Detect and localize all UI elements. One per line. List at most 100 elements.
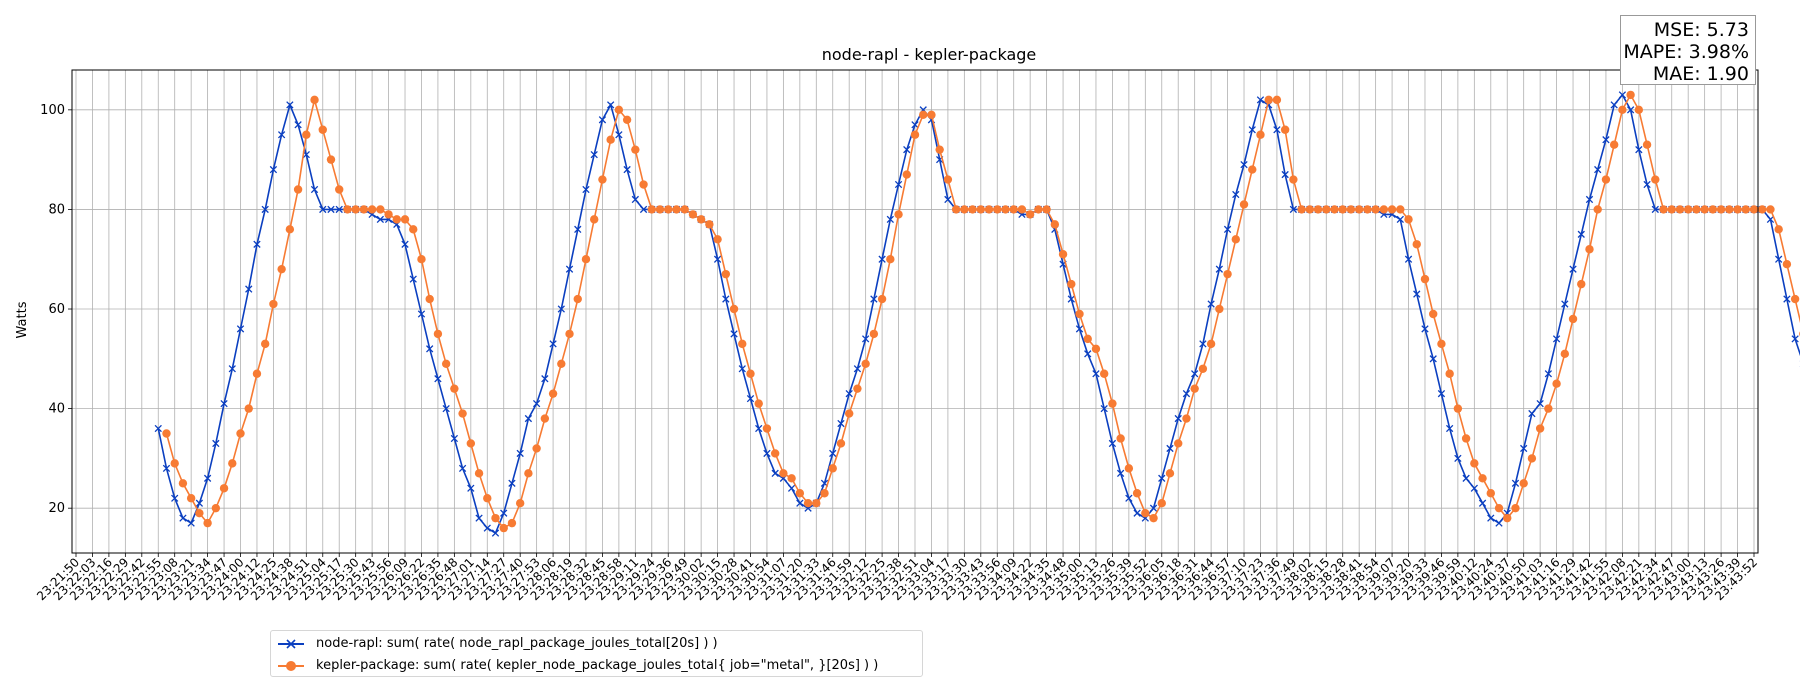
data-point — [861, 359, 870, 368]
y-axis-label: Watts — [15, 301, 30, 338]
data-point — [1239, 200, 1249, 209]
data-point — [763, 449, 771, 458]
data-point — [1083, 334, 1092, 344]
data-point — [1700, 205, 1709, 214]
data-point — [738, 365, 746, 373]
data-point — [1470, 459, 1479, 468]
data-point — [943, 175, 953, 184]
data-point — [417, 310, 426, 318]
data-point — [746, 394, 755, 403]
legend-entry-kepler-package: kepler-package: sum( rate( kepler_node_p… — [271, 655, 922, 677]
data-point — [1223, 269, 1232, 279]
data-point — [401, 240, 409, 248]
data-point — [1437, 390, 1446, 398]
data-point — [1527, 454, 1537, 463]
data-point — [500, 509, 508, 517]
data-point — [1643, 180, 1651, 189]
data-point — [269, 165, 278, 174]
data-point — [1783, 295, 1791, 303]
data-point — [1775, 255, 1783, 263]
data-point — [540, 414, 550, 423]
data-point — [1487, 514, 1495, 522]
data-point — [606, 101, 615, 109]
chart-title: node-rapl - kepler-package — [822, 45, 1037, 64]
data-point — [614, 105, 624, 115]
data-point — [319, 205, 327, 214]
data-point — [655, 205, 665, 214]
data-point — [1782, 259, 1792, 269]
data-point — [475, 514, 483, 522]
data-point — [1075, 325, 1084, 333]
data-point — [795, 489, 805, 498]
data-point — [285, 225, 295, 234]
data-point — [582, 185, 590, 194]
x-axis: 23:21:5023:22:0323:22:1623:22:2923:22:42… — [34, 553, 1760, 603]
mape-text: MAPE: 3.98% — [1623, 41, 1749, 63]
data-point — [631, 195, 639, 204]
data-point — [343, 205, 352, 214]
data-point — [1363, 205, 1372, 214]
data-point — [903, 146, 911, 154]
data-point — [1569, 265, 1577, 273]
data-point — [828, 464, 837, 473]
data-point — [1618, 91, 1627, 99]
circle-marker-icon — [278, 661, 304, 671]
data-point — [935, 145, 944, 154]
data-point — [1191, 370, 1199, 378]
data-point — [1494, 503, 1504, 513]
data-point — [639, 205, 648, 214]
data-point — [219, 484, 229, 493]
data-point — [1520, 444, 1528, 453]
data-point — [1503, 513, 1512, 523]
data-point — [359, 205, 369, 214]
data-point — [1050, 220, 1060, 229]
mse-text: MSE: 5.73 — [1653, 19, 1749, 41]
data-point — [154, 424, 162, 433]
data-point — [631, 145, 640, 154]
data-point — [253, 240, 261, 248]
data-point — [894, 180, 903, 189]
data-point — [1108, 399, 1117, 408]
data-point — [400, 215, 410, 224]
data-point — [1404, 255, 1413, 263]
data-point — [491, 513, 500, 523]
data-point — [474, 469, 484, 478]
data-point — [1708, 205, 1718, 214]
series-node-rapl — [154, 91, 1800, 537]
data-point — [771, 469, 779, 477]
data-point — [244, 404, 253, 413]
data-point — [261, 205, 269, 214]
data-point — [318, 125, 327, 134]
data-point — [1601, 175, 1611, 184]
data-point — [376, 215, 385, 224]
data-point — [1092, 370, 1100, 378]
data-point — [1338, 205, 1347, 214]
data-point — [803, 499, 813, 508]
data-point — [672, 205, 681, 214]
data-point — [1256, 130, 1265, 139]
data-point — [1322, 205, 1331, 214]
data-point — [1240, 160, 1248, 169]
data-point — [762, 424, 772, 433]
data-point — [1552, 379, 1561, 388]
data-point — [960, 205, 969, 214]
data-point — [211, 503, 221, 513]
data-point — [1387, 205, 1397, 214]
data-point — [1058, 250, 1068, 259]
data-point — [721, 269, 731, 279]
data-point — [1099, 369, 1109, 378]
y-tick-label: 20 — [48, 501, 65, 516]
data-point — [1667, 205, 1676, 214]
data-point — [1528, 409, 1536, 418]
data-point — [1116, 434, 1125, 443]
data-point — [1199, 340, 1207, 348]
data-point — [1034, 205, 1043, 214]
data-point — [1741, 205, 1750, 214]
data-point — [1733, 205, 1742, 214]
data-point — [1610, 101, 1618, 109]
data-point — [277, 264, 286, 274]
data-point — [1749, 205, 1759, 214]
data-point — [260, 339, 270, 349]
data-point — [1182, 414, 1191, 423]
data-point — [1133, 509, 1141, 517]
